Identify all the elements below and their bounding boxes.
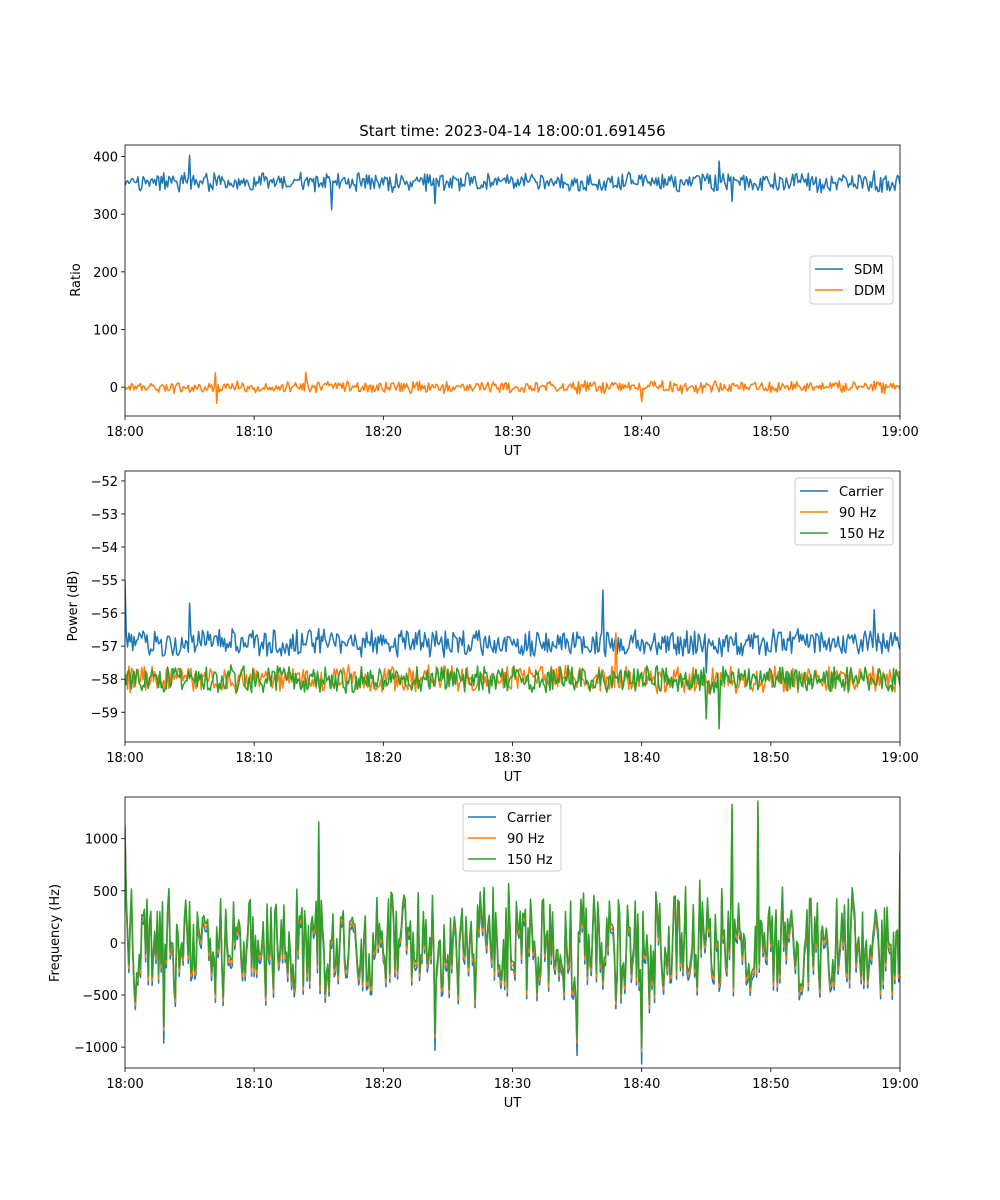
y-tick-label: 500 xyxy=(93,885,118,900)
x-tick-label: 18:10 xyxy=(235,1077,272,1092)
legend: Carrier 90 Hz 150 Hz xyxy=(794,477,894,546)
x-tick-label: 18:40 xyxy=(623,1077,660,1092)
legend-label: 150 Hz xyxy=(507,853,553,868)
x-tick-label: 18:50 xyxy=(752,751,789,766)
y-tick-label: −1000 xyxy=(74,1041,118,1056)
series-line-150-hz xyxy=(125,800,900,1048)
y-tick-label: −55 xyxy=(91,574,118,589)
y-tick-label: 0 xyxy=(110,937,118,952)
x-tick-label: 18:20 xyxy=(365,425,402,440)
x-tick-label: 19:00 xyxy=(881,425,918,440)
legend: SDM DDM xyxy=(809,255,894,305)
x-tick-label: 18:00 xyxy=(106,751,143,766)
legend-label: Carrier xyxy=(839,485,884,500)
series-group xyxy=(125,580,900,730)
y-tick-label: 1000 xyxy=(85,833,118,848)
y-tick-label: −56 xyxy=(91,607,118,622)
ratio-plot-area: 18:00 18:10 18:20 18:30 18:40 18:50 19:00 0 100 2… xyxy=(93,144,919,440)
chart-title: Start time: 2023-04-14 18:00:01.691456 xyxy=(359,122,665,140)
x-tick-label: 18:20 xyxy=(365,751,402,766)
frequency-panel: UT Frequency (Hz) 18:00 18:10 18:20 18:30 18… xyxy=(48,796,919,1111)
x-axis-label: UT xyxy=(504,444,522,459)
series-line-carrier xyxy=(125,580,900,674)
x-tick-label: 19:00 xyxy=(881,1077,918,1092)
legend-box xyxy=(809,255,894,305)
power-plot-area: 18:00 18:10 18:20 18:30 18:40 18:50 19:00 −59 −5… xyxy=(91,470,919,766)
y-tick-label: −52 xyxy=(91,475,118,490)
x-tick-label: 18:30 xyxy=(494,751,531,766)
series-line-carrier xyxy=(125,817,900,1065)
series-line-90-hz xyxy=(125,804,900,1053)
y-tick-label: −58 xyxy=(91,673,118,688)
x-tick-label: 19:00 xyxy=(881,751,918,766)
y-tick-label: 300 xyxy=(93,208,118,223)
legend-label: 150 Hz xyxy=(839,527,885,542)
x-tick-label: 18:50 xyxy=(752,1077,789,1092)
series-line-sdm xyxy=(125,154,900,211)
y-tick-label: −500 xyxy=(82,989,118,1004)
legend-label: SDM xyxy=(854,263,883,278)
legend-box xyxy=(794,477,894,546)
y-tick-label: −53 xyxy=(91,508,118,523)
series-line-150-hz xyxy=(125,664,900,730)
legend-label: 90 Hz xyxy=(839,506,876,521)
x-tick-label: 18:10 xyxy=(235,425,272,440)
x-tick-label: 18:10 xyxy=(235,751,272,766)
y-tick-label: −57 xyxy=(91,640,118,655)
y-tick-label: 200 xyxy=(93,266,118,281)
power-panel: UT Power (dB) 18:00 18:10 18:20 18:30 18:40 1… xyxy=(66,470,919,785)
legend-label: 90 Hz xyxy=(507,832,544,847)
series-group xyxy=(125,154,900,405)
x-tick-label: 18:00 xyxy=(106,1077,143,1092)
x-tick-label: 18:30 xyxy=(494,425,531,440)
frequency-plot-area: 18:00 18:10 18:20 18:30 18:40 18:50 19:00 −1000… xyxy=(74,796,919,1092)
y-axis-label: Ratio xyxy=(69,263,84,296)
x-tick-label: 18:40 xyxy=(623,425,660,440)
x-axis-label: UT xyxy=(504,1096,522,1111)
y-axis-label: Frequency (Hz) xyxy=(48,884,63,982)
ratio-panel: Start time: 2023-04-14 18:00:01.691456 U… xyxy=(69,122,919,459)
y-tick-label: −54 xyxy=(91,541,118,556)
x-tick-label: 18:20 xyxy=(365,1077,402,1092)
series-line-ddm xyxy=(125,371,900,405)
x-axis-label: UT xyxy=(504,770,522,785)
legend-label: DDM xyxy=(854,284,885,299)
x-tick-label: 18:30 xyxy=(494,1077,531,1092)
y-tick-label: −59 xyxy=(91,706,118,721)
x-tick-label: 18:40 xyxy=(623,751,660,766)
y-tick-label: 0 xyxy=(110,381,118,396)
y-axis-label: Power (dB) xyxy=(66,571,81,642)
y-tick-label: 100 xyxy=(93,324,118,339)
x-tick-label: 18:50 xyxy=(752,425,789,440)
legend-box xyxy=(462,803,562,872)
legend-label: Carrier xyxy=(507,811,552,826)
legend: Carrier 90 Hz 150 Hz xyxy=(462,803,562,872)
x-tick-label: 18:00 xyxy=(106,425,143,440)
y-tick-label: 400 xyxy=(93,151,118,166)
series-group xyxy=(125,800,900,1065)
